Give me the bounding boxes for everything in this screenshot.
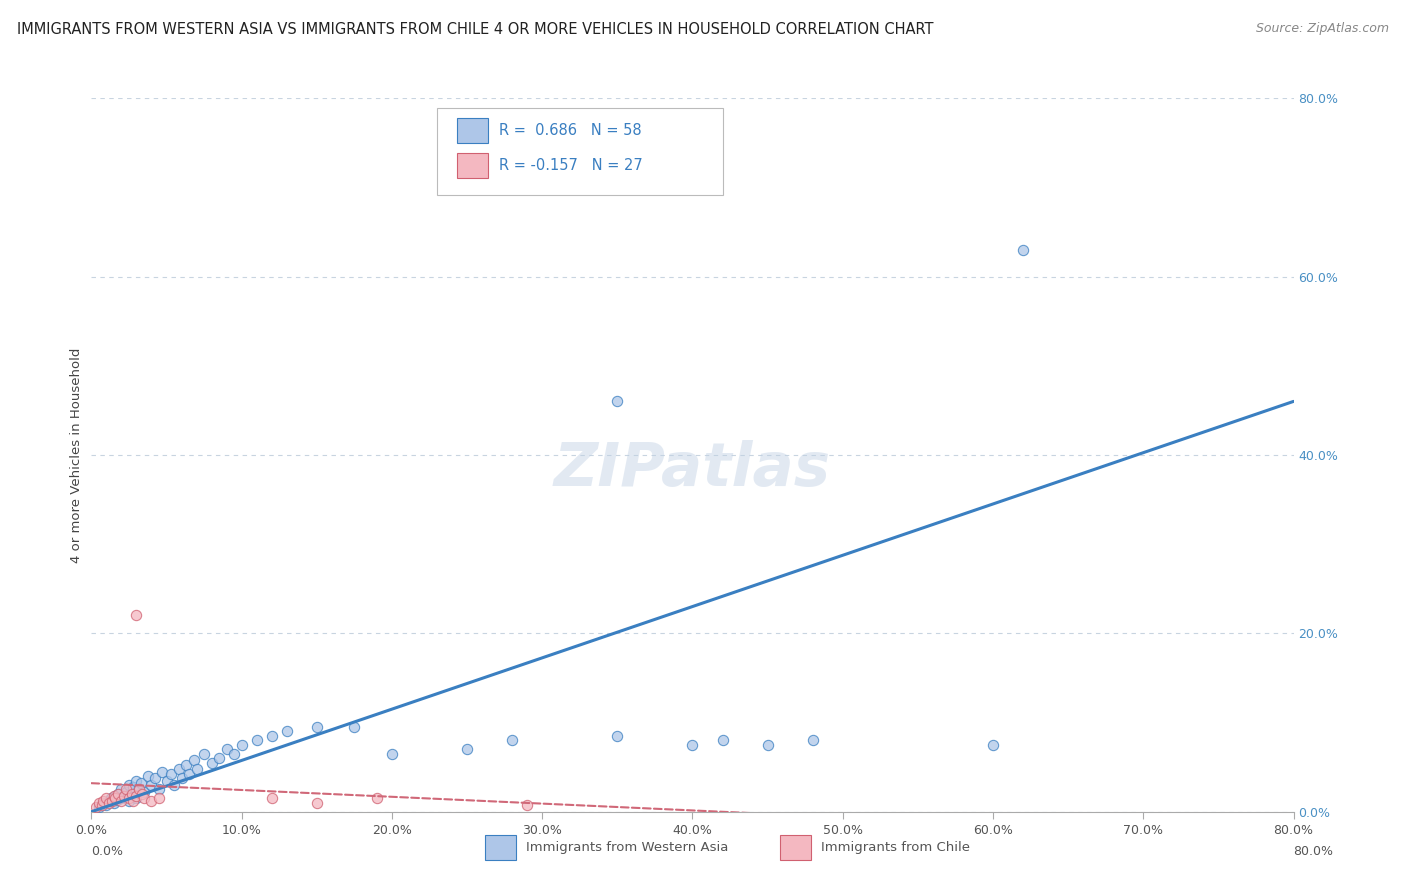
Point [107, 787, 129, 801]
Text: R = -0.157   N = 27: R = -0.157 N = 27 [499, 159, 643, 173]
Point [215, 742, 238, 756]
Point [125, 789, 148, 803]
Point [163, 778, 186, 792]
Text: Immigrants from Western Asia: Immigrants from Western Asia [526, 841, 728, 854]
Point [343, 720, 366, 734]
Point [122, 780, 145, 794]
Point [501, 733, 523, 747]
Point [224, 747, 246, 761]
Point [260, 791, 283, 805]
Point [170, 771, 193, 785]
Point [118, 778, 141, 792]
Text: Immigrants from Chile: Immigrants from Chile [821, 841, 970, 854]
Point [132, 785, 155, 799]
Point [103, 796, 125, 810]
Point [1012, 243, 1035, 257]
Point [606, 394, 628, 409]
Point [118, 791, 141, 805]
Point [148, 782, 170, 797]
Point [260, 729, 283, 743]
Point [606, 729, 628, 743]
Text: R =  0.686   N = 58: R = 0.686 N = 58 [499, 123, 641, 137]
Point [208, 751, 231, 765]
Text: 80.0%: 80.0% [1294, 846, 1333, 858]
Text: IMMIGRANTS FROM WESTERN ASIA VS IMMIGRANTS FROM CHILE 4 OR MORE VEHICLES IN HOUS: IMMIGRANTS FROM WESTERN ASIA VS IMMIGRAN… [17, 22, 934, 37]
Point [100, 791, 122, 805]
Point [125, 791, 148, 805]
Point [96, 797, 118, 812]
Point [143, 771, 166, 785]
Point [186, 762, 208, 776]
Point [84, 800, 107, 814]
Point [132, 791, 155, 805]
Text: ZIPatlas: ZIPatlas [554, 440, 831, 499]
Point [231, 738, 253, 752]
Point [122, 794, 145, 808]
Point [174, 758, 197, 772]
Point [148, 791, 170, 805]
Point [141, 778, 163, 792]
Point [110, 791, 132, 805]
Point [711, 733, 734, 747]
Point [103, 789, 125, 803]
Point [98, 794, 121, 808]
Point [98, 796, 121, 810]
Point [107, 787, 129, 801]
Point [87, 800, 110, 814]
Point [121, 787, 143, 801]
Point [105, 793, 128, 807]
Point [366, 791, 388, 805]
Point [193, 747, 215, 761]
Text: Source: ZipAtlas.com: Source: ZipAtlas.com [1256, 22, 1389, 36]
Point [93, 796, 115, 810]
Y-axis label: 4 or more Vehicles in Household: 4 or more Vehicles in Household [70, 347, 83, 563]
Point [155, 773, 177, 788]
Point [121, 787, 143, 801]
Point [128, 782, 150, 797]
Point [981, 738, 1004, 752]
Point [90, 797, 112, 812]
Point [150, 764, 173, 779]
Point [160, 767, 183, 781]
Point [305, 720, 328, 734]
Point [167, 762, 190, 776]
Point [201, 756, 224, 770]
Point [456, 742, 478, 756]
Point [129, 776, 152, 790]
Point [756, 738, 779, 752]
Point [681, 738, 703, 752]
Point [141, 794, 163, 808]
Point [381, 747, 404, 761]
Point [276, 724, 298, 739]
Point [114, 789, 136, 803]
Point [104, 791, 127, 805]
Point [138, 769, 160, 783]
Point [125, 773, 148, 788]
Point [125, 608, 148, 623]
Point [516, 797, 538, 812]
Point [115, 785, 138, 799]
Point [183, 753, 205, 767]
Point [114, 789, 136, 803]
Point [128, 782, 150, 797]
Point [104, 789, 127, 803]
Point [131, 787, 153, 801]
Point [305, 796, 328, 810]
Point [87, 796, 110, 810]
Point [246, 733, 269, 747]
Point [101, 794, 124, 808]
Point [118, 794, 141, 808]
Point [96, 791, 118, 805]
Point [801, 733, 824, 747]
Point [177, 767, 200, 781]
Text: 0.0%: 0.0% [91, 846, 124, 858]
Point [93, 794, 115, 808]
Point [110, 794, 132, 808]
Point [115, 782, 138, 797]
Point [110, 782, 132, 797]
